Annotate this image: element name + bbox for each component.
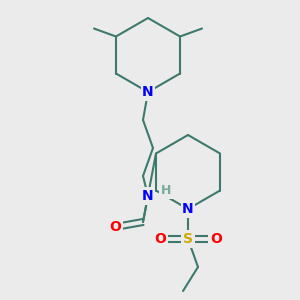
Text: H: H — [161, 184, 171, 197]
Text: S: S — [183, 232, 193, 246]
Text: O: O — [154, 232, 166, 246]
Text: N: N — [182, 202, 194, 216]
Text: N: N — [142, 189, 154, 203]
Text: O: O — [210, 232, 222, 246]
Text: N: N — [142, 85, 154, 99]
Text: O: O — [109, 220, 121, 234]
